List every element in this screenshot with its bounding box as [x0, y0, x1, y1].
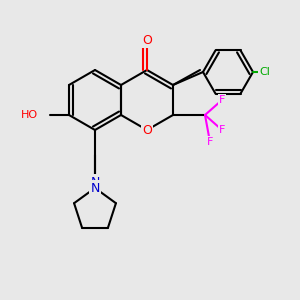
Text: HO: HO [21, 110, 38, 120]
Text: Cl: Cl [260, 67, 270, 77]
Text: F: F [219, 125, 225, 135]
Text: N: N [90, 176, 100, 188]
Text: F: F [207, 137, 213, 147]
Text: F: F [219, 95, 225, 105]
Text: O: O [142, 34, 152, 46]
Text: O: O [142, 124, 152, 136]
Text: N: N [90, 182, 100, 194]
